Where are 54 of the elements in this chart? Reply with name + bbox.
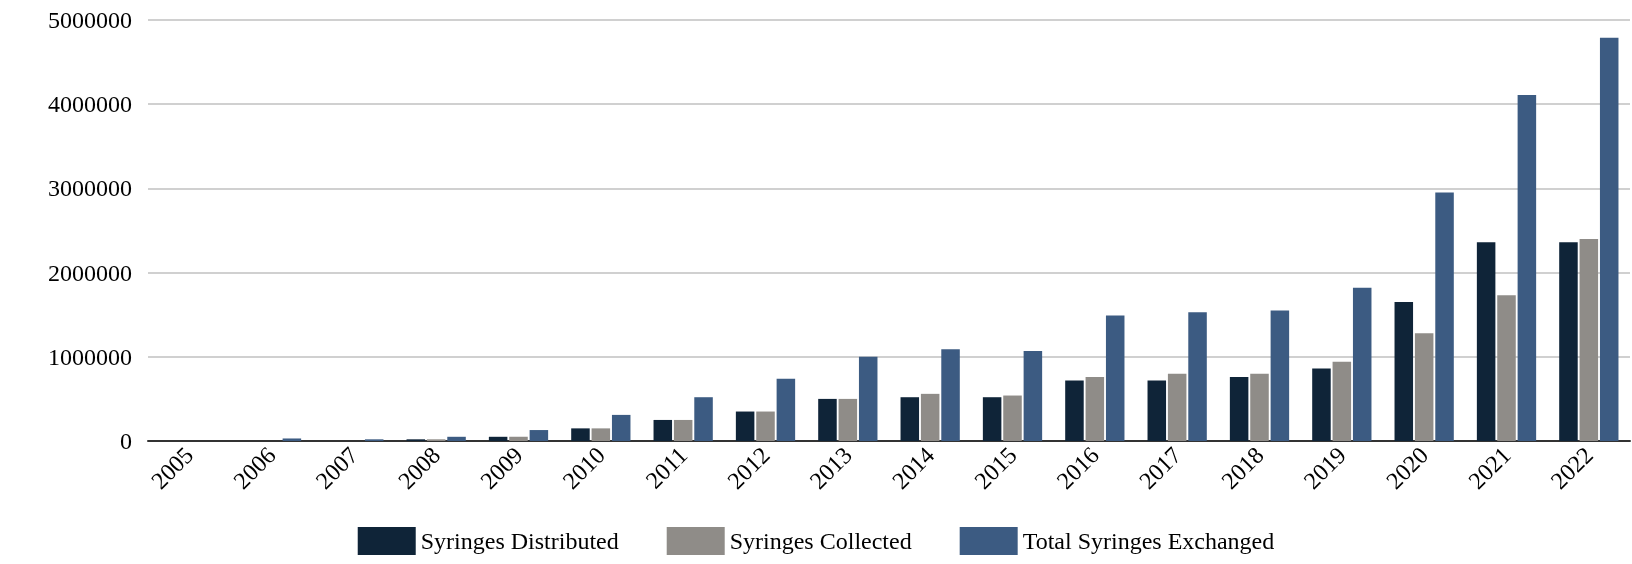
- bar: [858, 356, 878, 441]
- bar: [509, 436, 528, 441]
- bar: [653, 419, 673, 441]
- bar: [591, 428, 611, 441]
- bar: [611, 414, 631, 441]
- y-tick-label: 5000000: [48, 7, 132, 33]
- bar: [1147, 380, 1167, 441]
- bar: [1085, 377, 1105, 441]
- bar: [1105, 315, 1125, 441]
- bar: [776, 378, 796, 441]
- bar: [1579, 238, 1599, 441]
- bar: [1229, 377, 1249, 441]
- bar: [838, 398, 858, 441]
- bar: [1435, 192, 1454, 441]
- bar: [1270, 310, 1290, 441]
- bar: [1003, 395, 1022, 441]
- bar: [1065, 380, 1084, 441]
- bar: [1559, 242, 1578, 441]
- y-tick-label: 2000000: [48, 259, 132, 286]
- legend-label: Syringes Distributed: [420, 528, 619, 554]
- bar: [1497, 295, 1516, 441]
- bar: [1476, 242, 1496, 441]
- y-tick-label: 4000000: [48, 91, 132, 118]
- bar: [818, 398, 837, 441]
- bar: [1394, 302, 1414, 441]
- legend-label: Total Syringes Exchanged: [1022, 528, 1275, 554]
- bar: [571, 428, 590, 441]
- x-tick-label: 2011: [640, 441, 693, 494]
- bar: [1599, 37, 1619, 441]
- bar: [982, 397, 1002, 441]
- bar: [1414, 333, 1434, 441]
- bar: [282, 438, 302, 441]
- bar: [1250, 373, 1269, 441]
- bar: [1312, 368, 1331, 441]
- bar: [1023, 350, 1043, 441]
- y-tick-label: 3000000: [48, 175, 132, 202]
- bar: [1332, 361, 1352, 441]
- bar: [941, 349, 960, 441]
- bar: [1167, 373, 1187, 441]
- bar: [1517, 94, 1537, 441]
- y-tick-label: 0: [120, 428, 132, 454]
- bar: [488, 436, 508, 441]
- bar: [756, 411, 775, 441]
- bar: [694, 397, 713, 441]
- bar: [529, 430, 549, 441]
- bar: [1352, 287, 1372, 441]
- bar: [900, 397, 920, 441]
- y-tick-label: 1000000: [48, 343, 132, 370]
- bar: [447, 436, 466, 441]
- bar: [673, 419, 693, 441]
- legend-label: Syringes Collected: [729, 528, 912, 554]
- bar: [920, 393, 940, 441]
- bar: [1188, 312, 1207, 441]
- bar: [735, 411, 755, 441]
